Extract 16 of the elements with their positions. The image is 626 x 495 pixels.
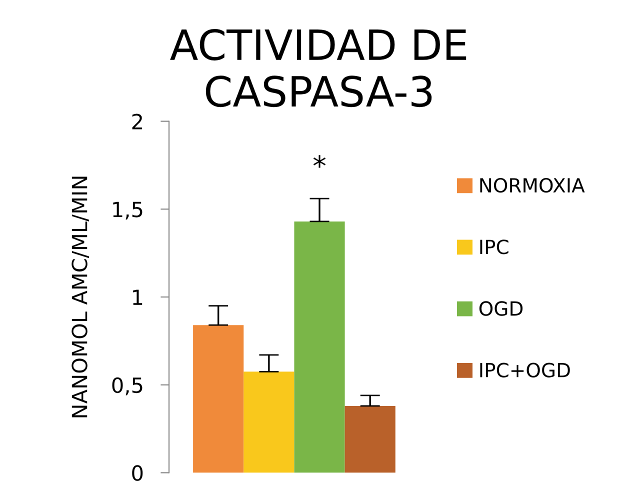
legend-label: IPC+OGD bbox=[480, 362, 570, 378]
bar bbox=[244, 372, 294, 473]
bar bbox=[294, 221, 345, 473]
legend-label: IPC bbox=[480, 240, 508, 254]
y-tick-label: 2 bbox=[132, 114, 142, 130]
annotation: * bbox=[313, 155, 326, 168]
y-axis-title: NANOMOL AMC/ML/MIN bbox=[72, 176, 90, 418]
y-tick-label: 0,5 bbox=[112, 377, 142, 396]
y-tick-label: 0 bbox=[132, 465, 143, 481]
legend-label: OGD bbox=[479, 301, 523, 316]
legend-label: NORMOXIA bbox=[480, 178, 585, 193]
y-tick-label: 1 bbox=[133, 290, 142, 305]
bar bbox=[344, 406, 396, 473]
bar bbox=[193, 325, 244, 473]
chart-title: ACTIVIDAD DE CASPASA-3 bbox=[170, 28, 466, 108]
y-tick-label: 1,5 bbox=[113, 202, 142, 220]
